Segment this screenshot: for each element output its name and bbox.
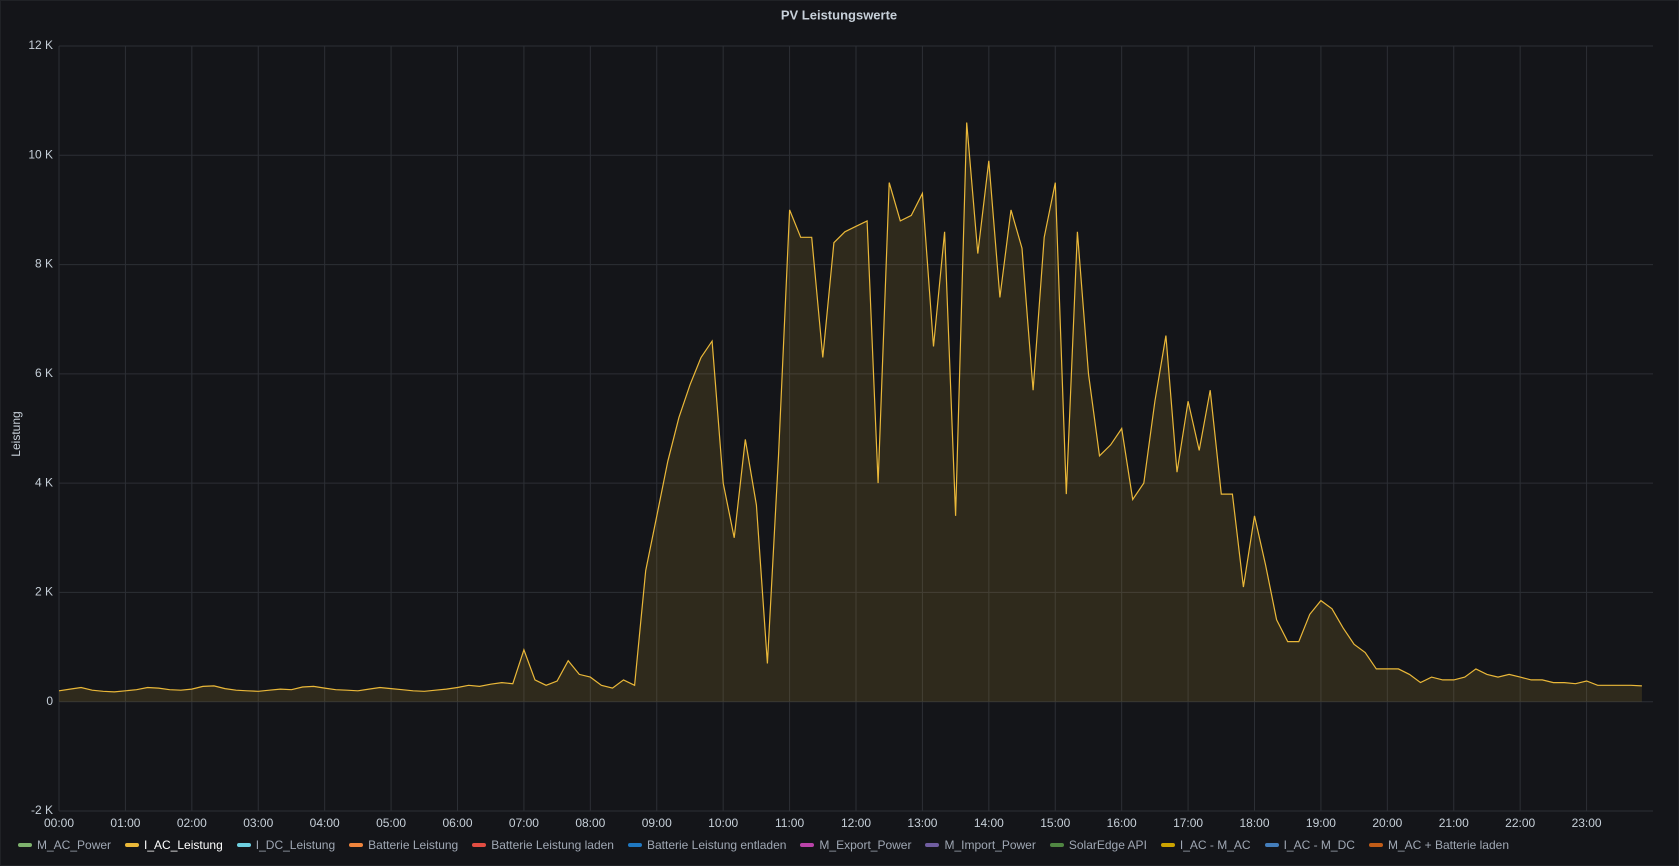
x-tick-label: 15:00 (1040, 816, 1070, 830)
x-tick-label: 07:00 (509, 816, 539, 830)
x-tick-label: 13:00 (907, 816, 937, 830)
x-tick-label: 09:00 (642, 816, 672, 830)
legend-swatch (236, 843, 251, 847)
y-tick-label: 12 K (28, 38, 53, 52)
chart-title: PV Leistungswerte (781, 7, 897, 22)
legend-swatch (18, 843, 32, 847)
x-tick-label: 14:00 (974, 816, 1004, 830)
x-tick-label: 16:00 (1107, 816, 1137, 830)
legend-item[interactable]: Batterie Leistung (349, 838, 458, 852)
legend-label: M_Import_Power (944, 838, 1036, 852)
legend-label: Batterie Leistung entladen (646, 838, 787, 852)
legend-swatch (925, 843, 940, 847)
legend-item[interactable]: M_AC + Batterie laden (1368, 838, 1510, 852)
legend-swatch (349, 843, 364, 847)
y-tick-label: 8 K (35, 257, 53, 271)
legend-swatch (125, 843, 140, 847)
series-line (58, 122, 1642, 693)
x-tick-label: 12:00 (841, 816, 871, 830)
y-tick-label: 10 K (28, 147, 53, 161)
y-tick-label: 6 K (35, 366, 53, 380)
y-axis-label: Leistung (9, 411, 23, 456)
legend-label: M_AC + Batterie laden (1387, 838, 1510, 852)
x-tick-label: 10:00 (708, 816, 738, 830)
legend-swatch (1049, 843, 1064, 847)
y-tick-label: 2 K (35, 585, 53, 599)
legend-item[interactable]: I_AC_Leistung (125, 838, 223, 852)
x-tick-label: 00:00 (44, 816, 74, 830)
y-tick-label: 0 (46, 694, 53, 708)
x-tick-label: 19:00 (1306, 816, 1336, 830)
y-tick-label: 4 K (35, 475, 53, 489)
legend-label: I_AC - M_DC (1283, 838, 1355, 852)
legend-item[interactable]: SolarEdge API (1049, 838, 1147, 852)
legend-swatch (627, 843, 642, 847)
legend-label: I_DC_Leistung (255, 838, 336, 852)
legend-item[interactable]: Batterie Leistung laden (472, 838, 614, 852)
legend-label: Batterie Leistung laden (491, 838, 614, 852)
legend-item[interactable]: M_Import_Power (925, 838, 1036, 852)
x-tick-label: 08:00 (575, 816, 605, 830)
legend-swatch (1160, 843, 1175, 847)
legend-label: I_AC - M_AC (1179, 838, 1251, 852)
x-tick-label: 23:00 (1572, 816, 1602, 830)
legend-item[interactable]: I_AC - M_DC (1264, 838, 1355, 852)
legend-label: SolarEdge API (1068, 838, 1147, 852)
legend-swatch (472, 843, 487, 847)
legend-swatch (1368, 843, 1383, 847)
x-tick-label: 02:00 (177, 816, 207, 830)
x-tick-label: 04:00 (310, 816, 340, 830)
legend-swatch (1264, 843, 1279, 847)
legend-item[interactable]: Batterie Leistung entladen (627, 838, 787, 852)
x-tick-label: 06:00 (442, 816, 472, 830)
legend-item[interactable]: I_AC - M_AC (1160, 838, 1251, 852)
legend-item[interactable]: M_Export_Power (800, 838, 911, 852)
x-tick-label: 05:00 (376, 816, 406, 830)
x-tick-label: 01:00 (110, 816, 140, 830)
legend-label: I_AC_Leistung (144, 838, 223, 852)
x-tick-label: 20:00 (1372, 816, 1402, 830)
x-tick-label: 18:00 (1239, 816, 1269, 830)
series-area (59, 122, 1642, 702)
x-tick-label: 17:00 (1173, 816, 1203, 830)
y-tick-label: -2 K (31, 803, 53, 817)
legend-label: M_AC_Power (37, 838, 112, 852)
legend: M_AC_Power I_AC_Leistung I_DC_Leistung Batt… (18, 838, 1509, 852)
legend-swatch (800, 843, 815, 847)
legend-item[interactable]: M_AC_Power (18, 838, 111, 852)
x-tick-label: 11:00 (775, 816, 804, 830)
x-tick-label: 21:00 (1439, 816, 1469, 830)
legend-item[interactable]: I_DC_Leistung (236, 838, 336, 852)
legend-label: M_Export_Power (819, 838, 912, 852)
x-tick-label: 03:00 (243, 816, 273, 830)
x-tick-label: 22:00 (1505, 816, 1535, 830)
legend-label: Batterie Leistung (368, 838, 459, 852)
